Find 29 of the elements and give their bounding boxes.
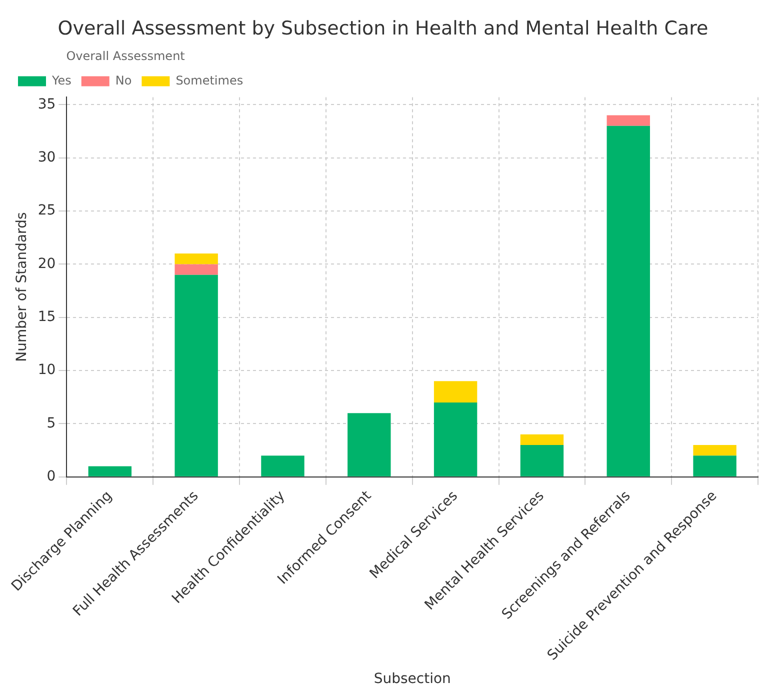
bar [88, 466, 132, 476]
y-axis-title: Number of Standards [14, 212, 30, 362]
bar [606, 126, 650, 476]
bar [174, 274, 218, 476]
y-tick-label: 0 [46, 468, 56, 485]
bar [434, 402, 478, 476]
y-tick-label: 10 [38, 362, 56, 378]
bar [174, 264, 218, 275]
bar [520, 445, 564, 476]
bar [434, 381, 478, 402]
y-tick-label: 15 [38, 309, 56, 326]
bar [693, 445, 736, 456]
y-tick-label: 25 [38, 202, 56, 219]
legend-label: No [115, 73, 132, 88]
y-tick-label: 35 [38, 96, 56, 112]
legend-label: Sometimes [176, 73, 244, 88]
y-tick-label: 20 [38, 256, 56, 272]
bar [348, 413, 391, 476]
bar [174, 254, 218, 264]
bar [520, 434, 564, 445]
legend-label: Yes [51, 73, 72, 88]
y-tick-label: 30 [38, 149, 56, 166]
y-tick-label: 5 [46, 415, 56, 432]
chart-title: Overall Assessment by Subsection in Health and Mental Health Care [58, 17, 708, 40]
bar [261, 456, 304, 476]
bar [606, 115, 650, 126]
x-axis-title: Subsection [374, 671, 451, 688]
legend-title: Overall Assessment [66, 48, 186, 63]
bar [693, 456, 736, 476]
